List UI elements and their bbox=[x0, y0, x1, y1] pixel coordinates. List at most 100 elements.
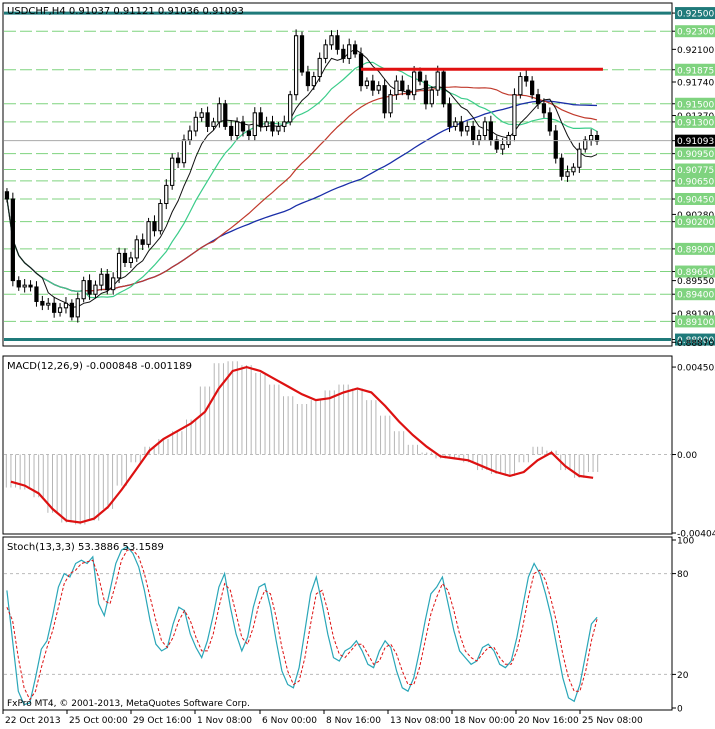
candle-body-93 bbox=[553, 130, 558, 159]
candle-body-98 bbox=[583, 139, 588, 150]
price-tick-label-11: 0.90650 bbox=[677, 177, 714, 187]
candle-body-52 bbox=[311, 76, 316, 87]
candle-body-47 bbox=[282, 121, 287, 127]
price-label-box-12 bbox=[675, 192, 715, 205]
candle-body-34 bbox=[205, 112, 210, 127]
candle-body-66 bbox=[394, 80, 399, 96]
candle-body-9 bbox=[57, 307, 63, 313]
price-label-box-9 bbox=[675, 147, 715, 160]
price-tick-label-19: 0.89190 bbox=[677, 310, 714, 320]
candle-body-25 bbox=[152, 221, 157, 232]
time-tick-label-2: 29 Oct 16:00 bbox=[133, 716, 192, 726]
candle-body-8 bbox=[52, 302, 57, 313]
stochastic-label: Stoch(13,3,3) 53.3886 53.1589 bbox=[7, 542, 164, 553]
candle-body-70 bbox=[417, 71, 423, 82]
price-label-box-0 bbox=[675, 7, 715, 20]
candle-body-38 bbox=[229, 125, 234, 137]
price-label-box-21 bbox=[675, 333, 715, 346]
candle-body-89 bbox=[530, 80, 535, 96]
candle-body-48 bbox=[288, 94, 293, 123]
price-label-box-10 bbox=[675, 163, 715, 176]
candle-body-75 bbox=[447, 103, 452, 127]
support-resistance-lines bbox=[4, 11, 671, 342]
time-tick-label-6: 13 Nov 08:00 bbox=[390, 716, 451, 726]
stoch-tick-label-1: 80 bbox=[677, 570, 689, 580]
price-label-box-7 bbox=[675, 115, 715, 128]
candle-body-18 bbox=[111, 277, 116, 291]
macd-label: MACD(12,26,9) -0.000848 -0.001189 bbox=[7, 361, 192, 372]
price-axis: 0.92500 0.92300 0.92100 0.91875 0.91740 0.915… bbox=[672, 7, 715, 349]
time-tick-label-5: 8 Nov 16:00 bbox=[326, 716, 381, 726]
candle-body-97 bbox=[577, 148, 582, 168]
price-label-box-16 bbox=[675, 265, 715, 278]
candle-body-69 bbox=[411, 71, 417, 96]
candle-body-62 bbox=[370, 80, 375, 91]
price-tick-label-5: 0.91500 bbox=[677, 100, 714, 110]
candle-body-95 bbox=[565, 171, 570, 177]
candle-body-56 bbox=[335, 35, 340, 50]
candle-body-20 bbox=[122, 252, 128, 263]
candle-body-61 bbox=[364, 80, 370, 87]
candle-body-31 bbox=[187, 130, 193, 141]
price-label-box-5 bbox=[675, 97, 715, 110]
stoch-tick-label-2: 20 bbox=[677, 671, 689, 681]
candle-body-23 bbox=[140, 239, 145, 245]
candle-body-27 bbox=[164, 184, 169, 205]
price-tick-label-2: 0.92100 bbox=[677, 46, 714, 56]
candle-body-90 bbox=[535, 94, 541, 105]
candle-body-63 bbox=[376, 85, 381, 91]
stoch-tick-label-3: 0 bbox=[677, 705, 683, 715]
candle-body-65 bbox=[388, 94, 393, 114]
time-tick-label-3: 1 Nov 08:00 bbox=[197, 716, 252, 726]
candle-body-4 bbox=[28, 284, 33, 288]
candle-body-84 bbox=[500, 144, 505, 150]
time-tick-label-8: 20 Nov 16:00 bbox=[518, 716, 579, 726]
candle-body-88 bbox=[524, 76, 529, 82]
candle-body-72 bbox=[429, 89, 434, 105]
candle-body-51 bbox=[305, 71, 311, 87]
stochastic-panel[interactable]: 100 80 20 0 Stoch(13,3,3) 53.3886 53.1589 F… bbox=[2, 536, 694, 715]
candle-body-11 bbox=[69, 302, 74, 318]
price-label-box-11 bbox=[675, 174, 715, 187]
candle-body-80 bbox=[476, 135, 482, 141]
candle-body-94 bbox=[559, 157, 564, 177]
price-label-box-14 bbox=[675, 215, 715, 228]
candle-body-14 bbox=[87, 280, 92, 295]
candle-body-81 bbox=[482, 121, 488, 137]
candle-body-19 bbox=[116, 252, 122, 279]
candle-body-33 bbox=[199, 112, 204, 118]
candle-body-67 bbox=[400, 80, 405, 91]
price-panel[interactable]: 0.92500 0.92300 0.92100 0.91875 0.91740 0.915… bbox=[2, 2, 715, 349]
candle-body-41 bbox=[246, 130, 252, 137]
candle-body-29 bbox=[175, 157, 181, 164]
price-tick-label-9: 0.90950 bbox=[677, 150, 714, 160]
macd-signal-line bbox=[10, 365, 594, 524]
candle-body-42 bbox=[252, 112, 257, 137]
price-label-box-3 bbox=[675, 63, 715, 76]
candle-body-44 bbox=[264, 121, 269, 127]
candle-body-0 bbox=[4, 191, 10, 200]
price-tick-label-1: 0.92300 bbox=[677, 28, 714, 38]
candle-body-28 bbox=[170, 157, 175, 186]
price-tick-label-15: 0.89900 bbox=[677, 245, 714, 255]
ma-short-line bbox=[6, 48, 598, 308]
candle-body-35 bbox=[211, 121, 216, 127]
candle-body-2 bbox=[16, 280, 21, 288]
candle-body-37 bbox=[223, 103, 228, 127]
candle-body-49 bbox=[293, 35, 299, 96]
price-tick-label-0: 0.92500 bbox=[677, 10, 714, 20]
macd-tick-label-2: -0.00404 bbox=[677, 530, 715, 540]
candle-body-64 bbox=[382, 85, 387, 114]
candle-body-76 bbox=[453, 121, 458, 127]
candle-body-92 bbox=[547, 112, 552, 132]
candle-body-46 bbox=[276, 125, 281, 132]
price-tick-label-7: 0.91300 bbox=[677, 118, 714, 128]
candle-body-58 bbox=[347, 44, 352, 59]
candle-body-7 bbox=[46, 302, 51, 306]
candle-body-21 bbox=[128, 257, 133, 263]
candle-body-12 bbox=[75, 298, 80, 318]
candle-body-24 bbox=[146, 221, 151, 245]
macd-panel[interactable]: 0.004502 0.00 -0.00404 MACD(12,26,9) -0.00… bbox=[2, 355, 715, 540]
candle-body-91 bbox=[541, 103, 547, 114]
